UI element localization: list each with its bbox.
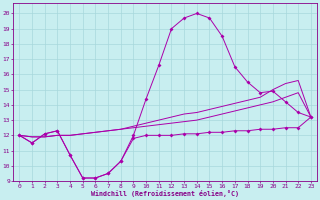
- X-axis label: Windchill (Refroidissement éolien,°C): Windchill (Refroidissement éolien,°C): [91, 190, 239, 197]
